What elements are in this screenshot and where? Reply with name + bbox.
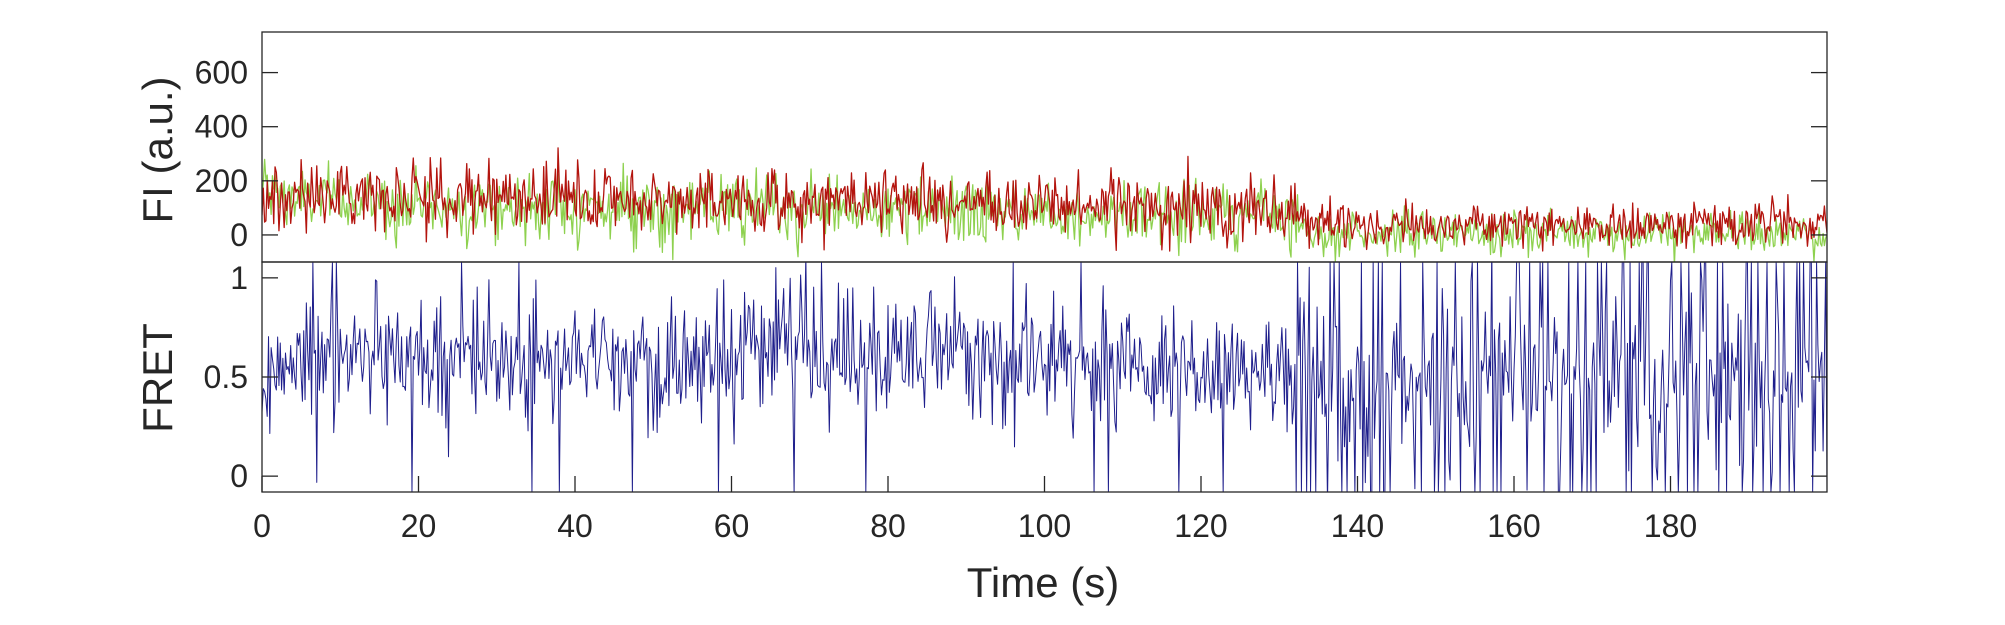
fret-y-axis-label: FRET xyxy=(134,323,181,433)
x-tick-label: 160 xyxy=(1487,508,1540,544)
donor-intensity-trace xyxy=(262,158,1827,262)
x-tick-label: 60 xyxy=(714,508,750,544)
intensity-y-tick-label: 0 xyxy=(230,217,248,253)
x-tick-label: 140 xyxy=(1331,508,1384,544)
x-axis-label: Time (s) xyxy=(967,559,1119,606)
x-tick-label: 20 xyxy=(401,508,437,544)
fret-plot-area xyxy=(262,262,1827,492)
acceptor-intensity-trace xyxy=(262,147,1827,252)
intensity-plot-area xyxy=(262,147,1827,262)
fret-y-tick-label: 1 xyxy=(230,260,248,296)
x-tick-label: 80 xyxy=(870,508,906,544)
intensity-panel: 0 200 400 600 xyxy=(195,31,1828,263)
fret-y-tick-label: 0 xyxy=(230,458,248,494)
intensity-y-axis-label: FI (a.u.) xyxy=(134,76,181,223)
fret-panel: 0 0.5 1 0 20 40 60 80 100 120 140 160 180 xyxy=(204,260,1828,544)
intensity-y-tick-label: 200 xyxy=(195,163,248,199)
fret-y-tick-label: 0.5 xyxy=(204,359,248,395)
x-tick-label: 120 xyxy=(1174,508,1227,544)
x-tick-label: 0 xyxy=(253,508,271,544)
x-tick-label: 40 xyxy=(557,508,593,544)
fret-efficiency-trace xyxy=(262,262,1827,492)
x-tick-label: 100 xyxy=(1018,508,1071,544)
intensity-y-tick-label: 600 xyxy=(195,55,248,91)
x-tick-label: 180 xyxy=(1644,508,1697,544)
intensity-y-tick-label: 400 xyxy=(195,109,248,145)
